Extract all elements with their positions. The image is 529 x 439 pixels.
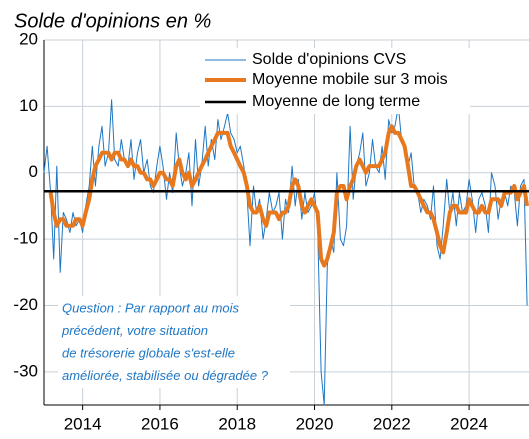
x-tick-label: 2016 — [141, 414, 179, 433]
annotation: améliorée, stabilisée ou dégradée ? — [62, 368, 269, 383]
series-line — [48, 124, 529, 268]
annotation: de trésorerie globale s'est-elle — [62, 345, 235, 360]
annotation-box — [58, 296, 290, 388]
x-tick-label: 2014 — [64, 414, 102, 433]
x-tick-label: 2020 — [296, 414, 334, 433]
annotation: Question : Par rapport au mois — [62, 300, 240, 315]
legend-label: Moyenne de long terme — [252, 93, 420, 110]
y-tick-label: 10 — [19, 96, 38, 115]
x-tick-label: 2024 — [450, 414, 488, 433]
legend-label: Moyenne mobile sur 3 mois — [252, 71, 448, 88]
annotation: précédent, votre situation — [61, 323, 208, 338]
y-tick-label: -20 — [13, 295, 38, 314]
legend-label: Solde d'opinions CVS — [252, 51, 406, 68]
x-tick-label: 2018 — [218, 414, 256, 433]
y-tick-label: -10 — [13, 229, 38, 248]
x-tick-label: 2022 — [373, 414, 411, 433]
y-tick-label: -30 — [13, 361, 38, 380]
y-tick-label: 20 — [19, 29, 38, 48]
chart-title: Solde d'opinions en % — [14, 10, 211, 32]
y-tick-label: 0 — [29, 162, 38, 181]
